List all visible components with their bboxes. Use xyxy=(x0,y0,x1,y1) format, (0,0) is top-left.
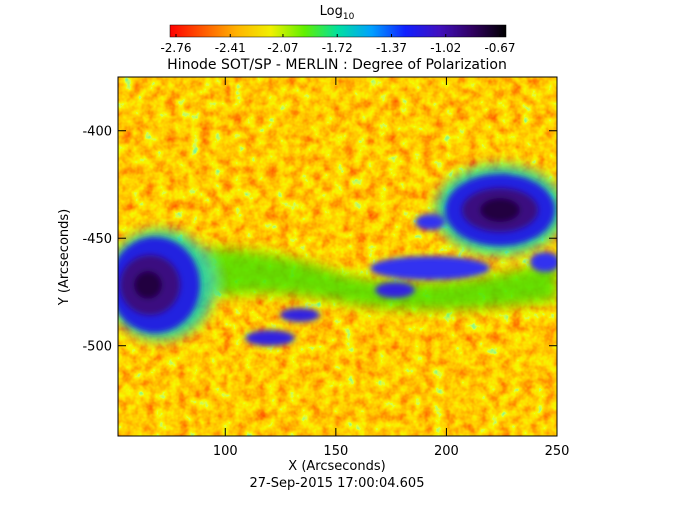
chart-title: Hinode SOT/SP - MERLIN : Degree of Polar… xyxy=(167,57,507,73)
colorbar-tick-label: -1.37 xyxy=(376,41,407,55)
x-tick-label: 100 xyxy=(213,444,238,459)
colorbar-label-sub: 10 xyxy=(343,12,355,22)
y-tick-label: -400 xyxy=(82,125,112,140)
x-axis-label: X (Arcseconds) xyxy=(288,459,385,474)
y-axis-label: Y (Arcseconds) xyxy=(57,209,72,306)
x-tick-label: 150 xyxy=(323,444,348,459)
date-label: 27-Sep-2015 17:00:04.605 xyxy=(250,476,425,491)
colorbar-tick-label: -1.02 xyxy=(430,41,461,55)
colorbar-tick-label: -2.41 xyxy=(215,41,246,55)
x-tick-label: 250 xyxy=(545,444,570,459)
colorbar-label: Log10 xyxy=(320,4,355,22)
y-tick-label: -500 xyxy=(82,340,112,355)
x-tick-label: 200 xyxy=(434,444,459,459)
colorbar-tick-label: -2.07 xyxy=(267,41,298,55)
plot-frame xyxy=(117,76,558,437)
colorbar xyxy=(169,24,507,38)
colorbar-tick-label: -0.67 xyxy=(484,41,515,55)
colorbar-label-base: Log xyxy=(320,4,343,19)
polarization-image xyxy=(118,77,557,436)
colorbar-tick-label: -1.72 xyxy=(322,41,353,55)
colorbar-tick-label: -2.76 xyxy=(160,41,191,55)
y-tick-label: -450 xyxy=(82,232,112,247)
